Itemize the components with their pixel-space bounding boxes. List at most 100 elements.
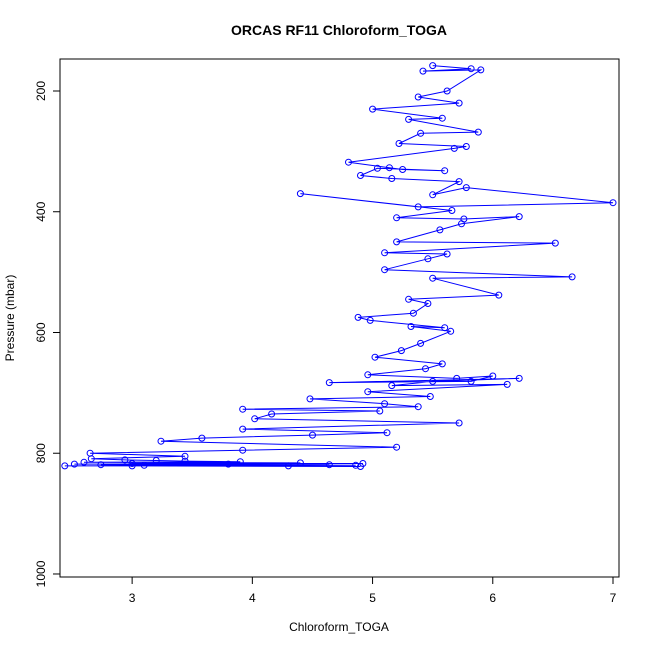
data-point (419, 67, 427, 75)
x-tick-label: 7 (610, 591, 617, 605)
data-point (284, 462, 292, 470)
data-point (453, 374, 461, 382)
data-point (239, 425, 247, 433)
data-point (414, 403, 422, 411)
data-point (462, 143, 470, 150)
y-tick-label: 800 (34, 443, 48, 463)
data-point (467, 377, 475, 385)
data-point (395, 140, 403, 147)
data-point (325, 461, 333, 469)
data-point (381, 400, 389, 408)
data-point (495, 291, 503, 299)
data-point (383, 429, 391, 437)
y-tick-label: 1000 (34, 560, 48, 587)
data-point (121, 456, 129, 464)
data-point (462, 184, 470, 192)
data-point (61, 462, 69, 470)
data-point (429, 62, 437, 70)
data-point (426, 393, 434, 400)
data-point (409, 309, 417, 317)
x-axis-label: Chloroform_TOGA (289, 620, 389, 634)
data-point (224, 460, 232, 468)
data-point (364, 388, 372, 396)
data-point (87, 455, 95, 463)
data-point (376, 407, 384, 415)
data-point (366, 316, 374, 324)
data-point (181, 457, 189, 465)
data-point (477, 66, 485, 74)
data-point (455, 178, 463, 186)
data-point (128, 460, 136, 467)
data-point (399, 166, 407, 173)
data-point (455, 99, 463, 107)
data-point (198, 434, 206, 442)
data-point (70, 460, 78, 468)
x-tick-label: 3 (129, 591, 136, 605)
data-point (515, 213, 523, 221)
x-axis: 3 4 5 6 7 (129, 577, 617, 605)
data-point (268, 410, 276, 418)
data-point (405, 115, 413, 123)
data-point (239, 405, 247, 413)
data-point (443, 87, 451, 95)
x-tick-label: 5 (369, 591, 376, 605)
data-point (357, 463, 364, 470)
data-point (152, 457, 160, 464)
data-point (489, 372, 497, 380)
data-point (474, 128, 482, 136)
data-point (369, 105, 377, 113)
y-tick-label: 400 (34, 201, 48, 221)
data-point (371, 353, 379, 361)
x-tick-label: 6 (489, 591, 496, 605)
data-point (309, 431, 316, 439)
data-point (385, 164, 393, 172)
data-point (551, 239, 559, 247)
data-point (381, 249, 389, 257)
plot-frame (59, 58, 620, 578)
data-point (515, 374, 523, 382)
data-point (441, 167, 449, 175)
data-point (388, 382, 396, 390)
data-point (414, 203, 422, 211)
x-tick-label: 4 (249, 591, 256, 605)
data-point (251, 415, 259, 423)
data-point (438, 360, 446, 368)
data-point (393, 214, 401, 222)
data-point (239, 446, 247, 454)
data-point (443, 250, 451, 258)
data-point (393, 443, 401, 451)
data-point (357, 172, 364, 179)
data-point (422, 365, 429, 373)
data-point (236, 458, 244, 466)
data-point (424, 255, 432, 263)
data-point (388, 175, 396, 182)
data-point (181, 452, 189, 460)
data-point (447, 327, 455, 335)
data-point (417, 129, 425, 137)
data-point (325, 379, 333, 387)
data-point (128, 462, 136, 470)
data-point (140, 461, 148, 469)
data-point (381, 266, 389, 274)
data-point (455, 419, 463, 427)
data-point (393, 238, 401, 246)
data-point (157, 437, 165, 445)
data-point (429, 274, 437, 282)
data-point (436, 226, 444, 234)
data-point (450, 144, 458, 152)
y-tick-label: 600 (34, 322, 48, 342)
data-point (429, 377, 437, 385)
data-point (306, 395, 314, 403)
data-point (373, 164, 381, 172)
data-point (405, 295, 413, 303)
y-axis-label: Pressure (mbar) (3, 275, 17, 362)
data-point (397, 347, 405, 355)
data-point (438, 114, 446, 122)
data-point (503, 380, 511, 388)
y-axis: 200 400 600 800 1000 (34, 81, 60, 587)
y-tick-label: 200 (34, 81, 48, 101)
data-point (429, 191, 437, 199)
data-point (407, 323, 415, 330)
data-point (441, 324, 449, 332)
